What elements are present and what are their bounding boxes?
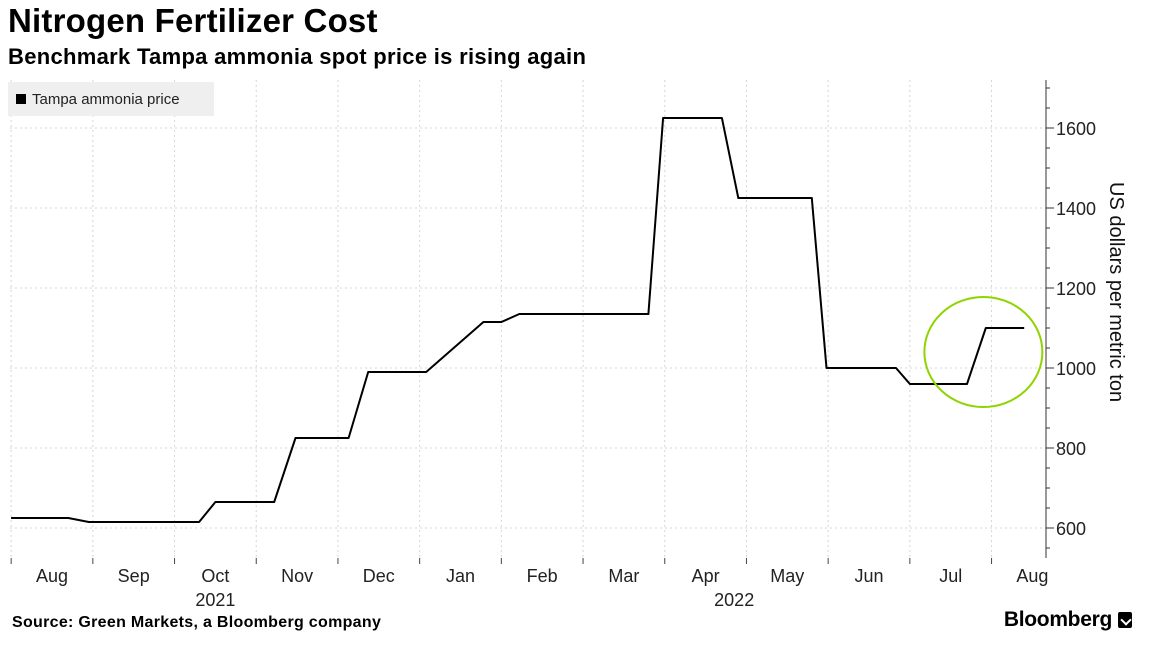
x-tick-label: Sep xyxy=(118,566,150,586)
y-axis-label: US dollars per metric ton xyxy=(1105,182,1127,402)
y-tick-label: 1400 xyxy=(1056,199,1096,219)
x-tick-label: Jan xyxy=(446,566,475,586)
x-tick-label: Aug xyxy=(36,566,68,586)
legend-box xyxy=(8,82,214,116)
x-tick-label: Nov xyxy=(281,566,313,586)
source-note: Source: Green Markets, a Bloomberg compa… xyxy=(12,614,382,631)
x-tick-label: Apr xyxy=(692,566,720,586)
bloomberg-terminal-icon xyxy=(1118,612,1132,628)
x-tick-label: Jun xyxy=(854,566,883,586)
x-tick-label: Mar xyxy=(608,566,639,586)
x-tick-label: Oct xyxy=(201,566,229,586)
highlight-circle xyxy=(923,296,1044,408)
brand-logo: Bloomberg xyxy=(1004,608,1132,632)
x-tick-label: Aug xyxy=(1016,566,1048,586)
y-tick-label: 1600 xyxy=(1056,119,1096,139)
y-tick-label: 800 xyxy=(1056,439,1086,459)
x-year-label: 2022 xyxy=(714,590,754,610)
series-line-tampa-ammonia xyxy=(11,117,1025,523)
y-tick-label: 1200 xyxy=(1056,279,1096,299)
legend-label: Tampa ammonia price xyxy=(32,91,180,108)
y-tick-label: 600 xyxy=(1056,519,1086,539)
x-tick-label: May xyxy=(770,566,804,586)
y-tick-label: 1000 xyxy=(1056,359,1096,379)
chart-title: Nitrogen Fertilizer Cost xyxy=(8,2,378,39)
x-tick-label: Jul xyxy=(939,566,962,586)
chart-subtitle: Benchmark Tampa ammonia spot price is ri… xyxy=(8,44,587,69)
x-tick-label: Feb xyxy=(527,566,558,586)
x-tick-label: Dec xyxy=(363,566,395,586)
legend-swatch xyxy=(16,94,26,104)
brand-name: Bloomberg xyxy=(1003,608,1112,631)
x-year-label: 2021 xyxy=(195,590,235,610)
